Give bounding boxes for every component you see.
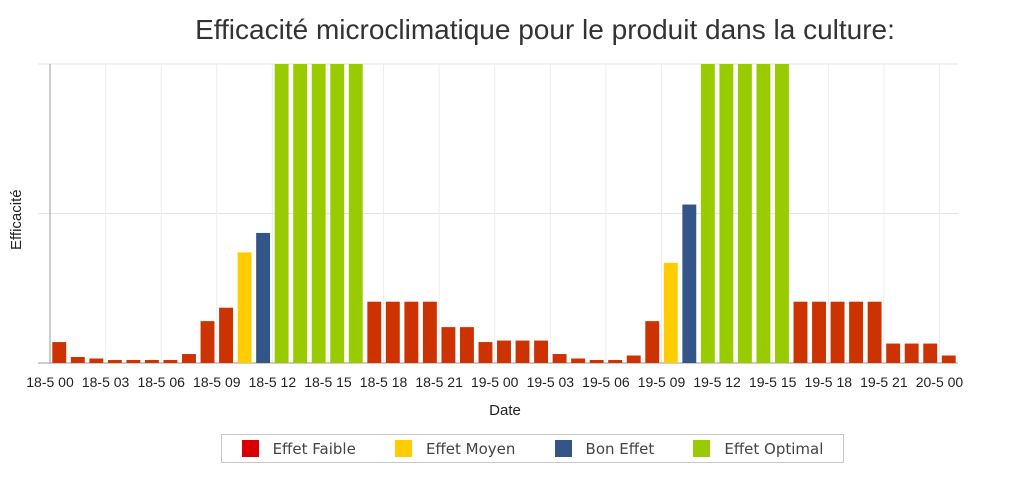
bar-13[interactable]: [293, 64, 308, 363]
bar-19[interactable]: [404, 301, 419, 363]
bar-2[interactable]: [89, 358, 104, 363]
bar-26[interactable]: [534, 340, 549, 363]
x-tick-label: 18-5 00: [26, 374, 74, 390]
x-tick-label: 18-5 09: [193, 374, 241, 390]
bar-33[interactable]: [663, 262, 678, 363]
bar-4[interactable]: [126, 360, 141, 363]
x-tick-label: 18-5 18: [360, 374, 408, 390]
chart-legend: Effet Faible Effet Moyen Bon Effet Effet…: [221, 434, 844, 463]
bar-1[interactable]: [70, 357, 85, 363]
bar-25[interactable]: [515, 340, 530, 363]
x-tick-label: 19-5 15: [749, 374, 797, 390]
x-tick-label: 18-5 15: [304, 374, 352, 390]
bar-16[interactable]: [348, 64, 363, 363]
legend-item-effet-optimal[interactable]: Effet Optimal: [693, 440, 823, 458]
legend-label: Effet Faible: [272, 439, 356, 458]
legend-label: Effet Moyen: [425, 439, 516, 458]
bar-42[interactable]: [830, 301, 845, 363]
x-tick-label: 18-5 06: [137, 374, 185, 390]
x-tick-label: 19-5 03: [527, 374, 575, 390]
bar-23[interactable]: [478, 342, 493, 363]
x-tick-label: 19-5 21: [860, 374, 908, 390]
x-tick-label: 18-5 21: [415, 374, 463, 390]
legend-item-bon-effet[interactable]: Bon Effet: [554, 439, 655, 458]
bar-12[interactable]: [274, 64, 289, 363]
bar-11[interactable]: [256, 232, 271, 363]
legend-label: Effet Optimal: [724, 439, 824, 458]
x-tick-label: 20-5 00: [916, 374, 964, 390]
bar-41[interactable]: [812, 301, 826, 363]
bar-38[interactable]: [756, 64, 771, 363]
bar-32[interactable]: [645, 321, 660, 363]
x-tick-label: 19-5 00: [471, 374, 519, 390]
bar-22[interactable]: [459, 327, 474, 363]
legend-swatch-bon-effet: [554, 440, 572, 457]
bar-27[interactable]: [552, 354, 567, 363]
bar-9[interactable]: [219, 307, 233, 363]
bar-34[interactable]: [682, 204, 697, 363]
bar-6[interactable]: [163, 360, 178, 363]
bar-43[interactable]: [849, 301, 864, 363]
bar-46[interactable]: [904, 343, 919, 363]
bar-40[interactable]: [793, 301, 808, 363]
x-tick-label: 18-5 03: [82, 374, 130, 390]
bar-17[interactable]: [367, 301, 382, 363]
x-tick-label: 19-5 12: [693, 374, 741, 390]
bar-3[interactable]: [107, 360, 122, 363]
bar-7[interactable]: [182, 354, 196, 363]
bar-chart: 18-5 00 18-5 03 18-5 06 18-5 09 18-5 12 18-5 …: [26, 63, 963, 390]
bar-18[interactable]: [385, 301, 400, 363]
legend-swatch-effet-moyen: [394, 440, 412, 457]
bar-35[interactable]: [700, 64, 715, 363]
x-axis-ticks: 18-5 00 18-5 03 18-5 06 18-5 09 18-5 12 18-5 …: [26, 374, 963, 390]
chart-title: Efficacité microclimatique pour le produ…: [195, 14, 895, 45]
x-axis-label: Date: [489, 402, 521, 419]
x-tick-label: 19-5 18: [805, 374, 853, 390]
bar-37[interactable]: [737, 64, 752, 363]
bar-30[interactable]: [608, 360, 623, 363]
y-axis-label: Efficacité: [8, 189, 25, 250]
bar-31[interactable]: [626, 355, 641, 363]
bar-8[interactable]: [200, 321, 215, 363]
legend-item-effet-moyen[interactable]: Effet Moyen: [394, 439, 516, 458]
bar-5[interactable]: [144, 360, 159, 363]
bar-36[interactable]: [719, 64, 734, 363]
bar-28[interactable]: [571, 358, 586, 363]
bar-24[interactable]: [497, 340, 511, 363]
bar-48[interactable]: [941, 355, 956, 363]
legend-swatch-effet-optimal: [693, 440, 711, 457]
bar-29[interactable]: [589, 360, 604, 363]
bar-20[interactable]: [422, 301, 437, 363]
legend-item-effet-faible[interactable]: Effet Faible: [241, 439, 356, 458]
bar-39[interactable]: [775, 64, 789, 363]
bar-21[interactable]: [441, 327, 456, 363]
x-tick-label: 19-5 06: [582, 374, 630, 390]
bar-15[interactable]: [330, 64, 345, 363]
chart-grid: [38, 63, 958, 364]
chart-bars: [52, 64, 956, 363]
x-tick-label: 19-5 09: [638, 374, 686, 390]
legend-swatch-effet-faible: [241, 440, 259, 457]
bar-45[interactable]: [886, 343, 901, 363]
bar-47[interactable]: [923, 343, 938, 363]
x-tick-label: 18-5 12: [249, 374, 297, 390]
bar-0[interactable]: [52, 342, 67, 363]
bar-44[interactable]: [867, 301, 882, 363]
legend-label: Bon Effet: [585, 439, 655, 458]
bar-10[interactable]: [237, 252, 252, 363]
bar-14[interactable]: [311, 64, 326, 363]
